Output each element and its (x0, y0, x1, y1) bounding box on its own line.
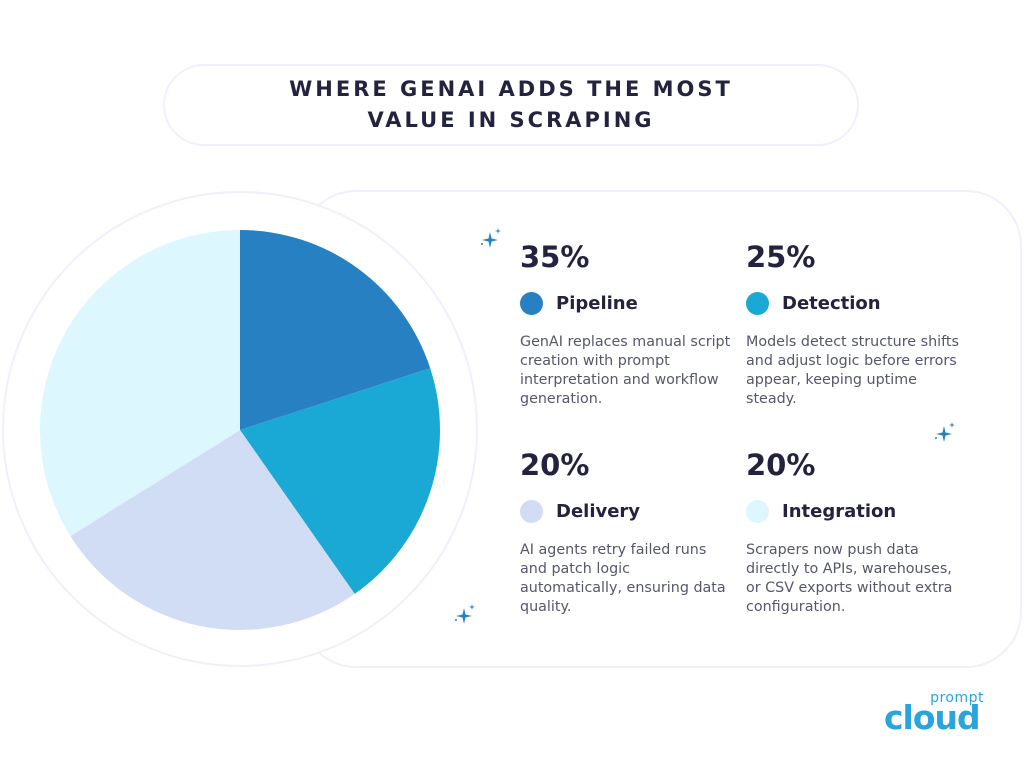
stat-percent: 25% (746, 240, 816, 274)
legend-dot-icon (746, 291, 769, 315)
title-line-2: VALUE IN SCRAPING (367, 108, 655, 132)
stat-description: Scrapers now push data directly to APIs,… (746, 542, 953, 615)
stat-description: AI agents retry failed runs and patch lo… (520, 542, 726, 615)
pie-slice-detection (240, 368, 440, 594)
pie-chart (40, 230, 440, 630)
stat-detection: 25% Detection Models detect structure sh… (746, 240, 966, 409)
sparkle-icon (481, 228, 501, 248)
stat-integration: 20% Integration Scrapers now push data d… (746, 448, 966, 617)
promptcloud-logo: prompt cloud (884, 690, 992, 738)
legend-dot-icon (520, 291, 543, 315)
pie-slice-integration (40, 230, 241, 536)
legend-dot-icon (520, 499, 543, 523)
sparkle-icon (935, 422, 955, 442)
legend-dot-icon (746, 499, 769, 523)
title-line-1: WHERE GENAI ADDS THE MOST (289, 77, 733, 101)
stat-percent: 20% (746, 448, 816, 482)
page-title: WHERE GENAI ADDS THE MOST VALUE IN SCRAP… (251, 74, 771, 136)
stat-description: GenAI replaces manual script creation wi… (520, 334, 731, 407)
stat-label: Detection (782, 292, 881, 314)
stat-delivery: 20% Delivery AI agents retry failed runs… (520, 448, 740, 617)
stat-percent: 20% (520, 448, 590, 482)
logo-text-top: prompt (930, 690, 984, 706)
title-pill: WHERE GENAI ADDS THE MOST VALUE IN SCRAP… (163, 64, 859, 146)
stat-description: Models detect structure shifts and adjus… (746, 334, 959, 407)
stat-label: Delivery (556, 500, 641, 522)
sparkle-icon (455, 604, 475, 624)
stat-label: Pipeline (556, 292, 638, 314)
pie-slice-delivery (70, 430, 355, 630)
stat-percent: 35% (520, 240, 590, 274)
stat-pipeline: 35% Pipeline GenAI replaces manual scrip… (520, 240, 740, 409)
logo-text-bottom: cloud (884, 698, 981, 737)
stat-label: Integration (782, 500, 897, 522)
pie-slice-pipeline (240, 230, 431, 430)
